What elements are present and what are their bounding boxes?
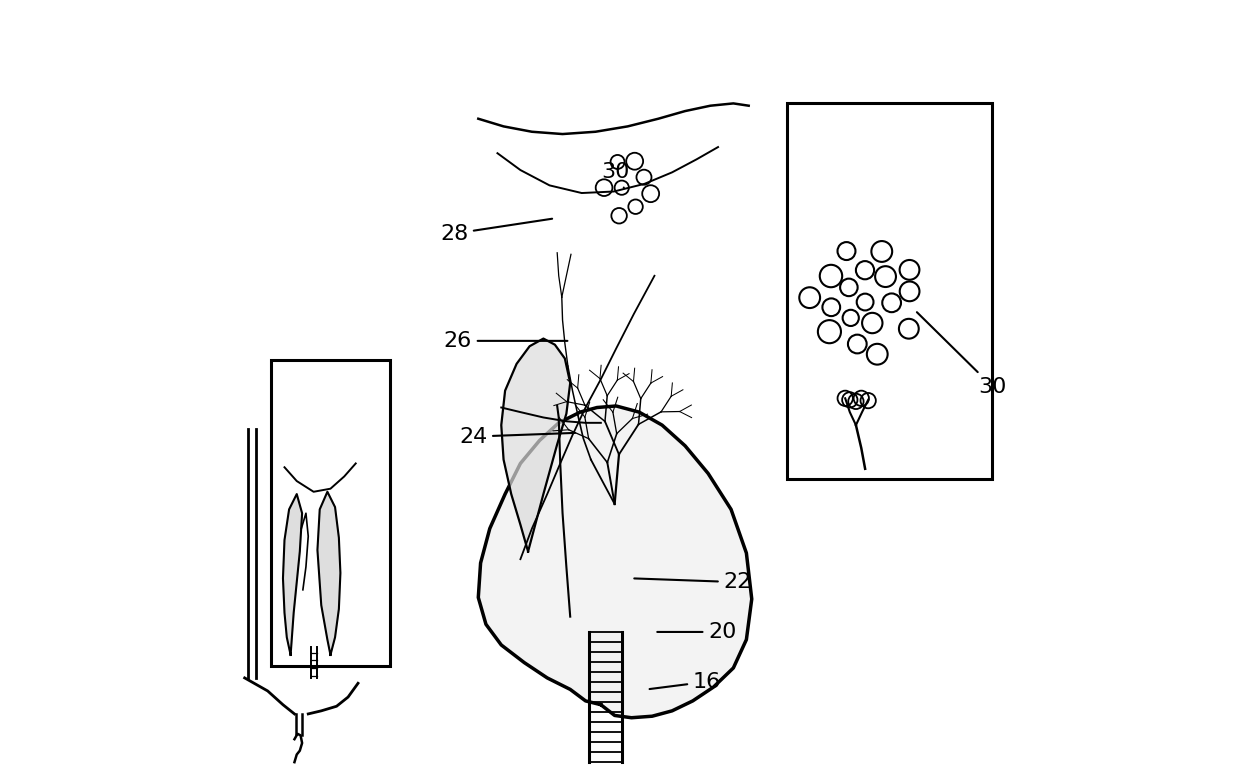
Bar <box>787 103 992 479</box>
Text: 24: 24 <box>459 427 575 447</box>
Text: 22: 22 <box>635 572 751 592</box>
Text: 28: 28 <box>440 219 552 244</box>
Polygon shape <box>283 494 303 655</box>
Polygon shape <box>479 406 751 718</box>
Text: 30: 30 <box>916 313 1007 397</box>
Text: 16: 16 <box>650 672 720 692</box>
Text: 30: 30 <box>601 162 629 188</box>
Text: 20: 20 <box>657 622 737 642</box>
Polygon shape <box>501 339 570 552</box>
Bar <box>272 360 391 666</box>
Text: 26: 26 <box>444 331 568 351</box>
Polygon shape <box>317 492 341 655</box>
